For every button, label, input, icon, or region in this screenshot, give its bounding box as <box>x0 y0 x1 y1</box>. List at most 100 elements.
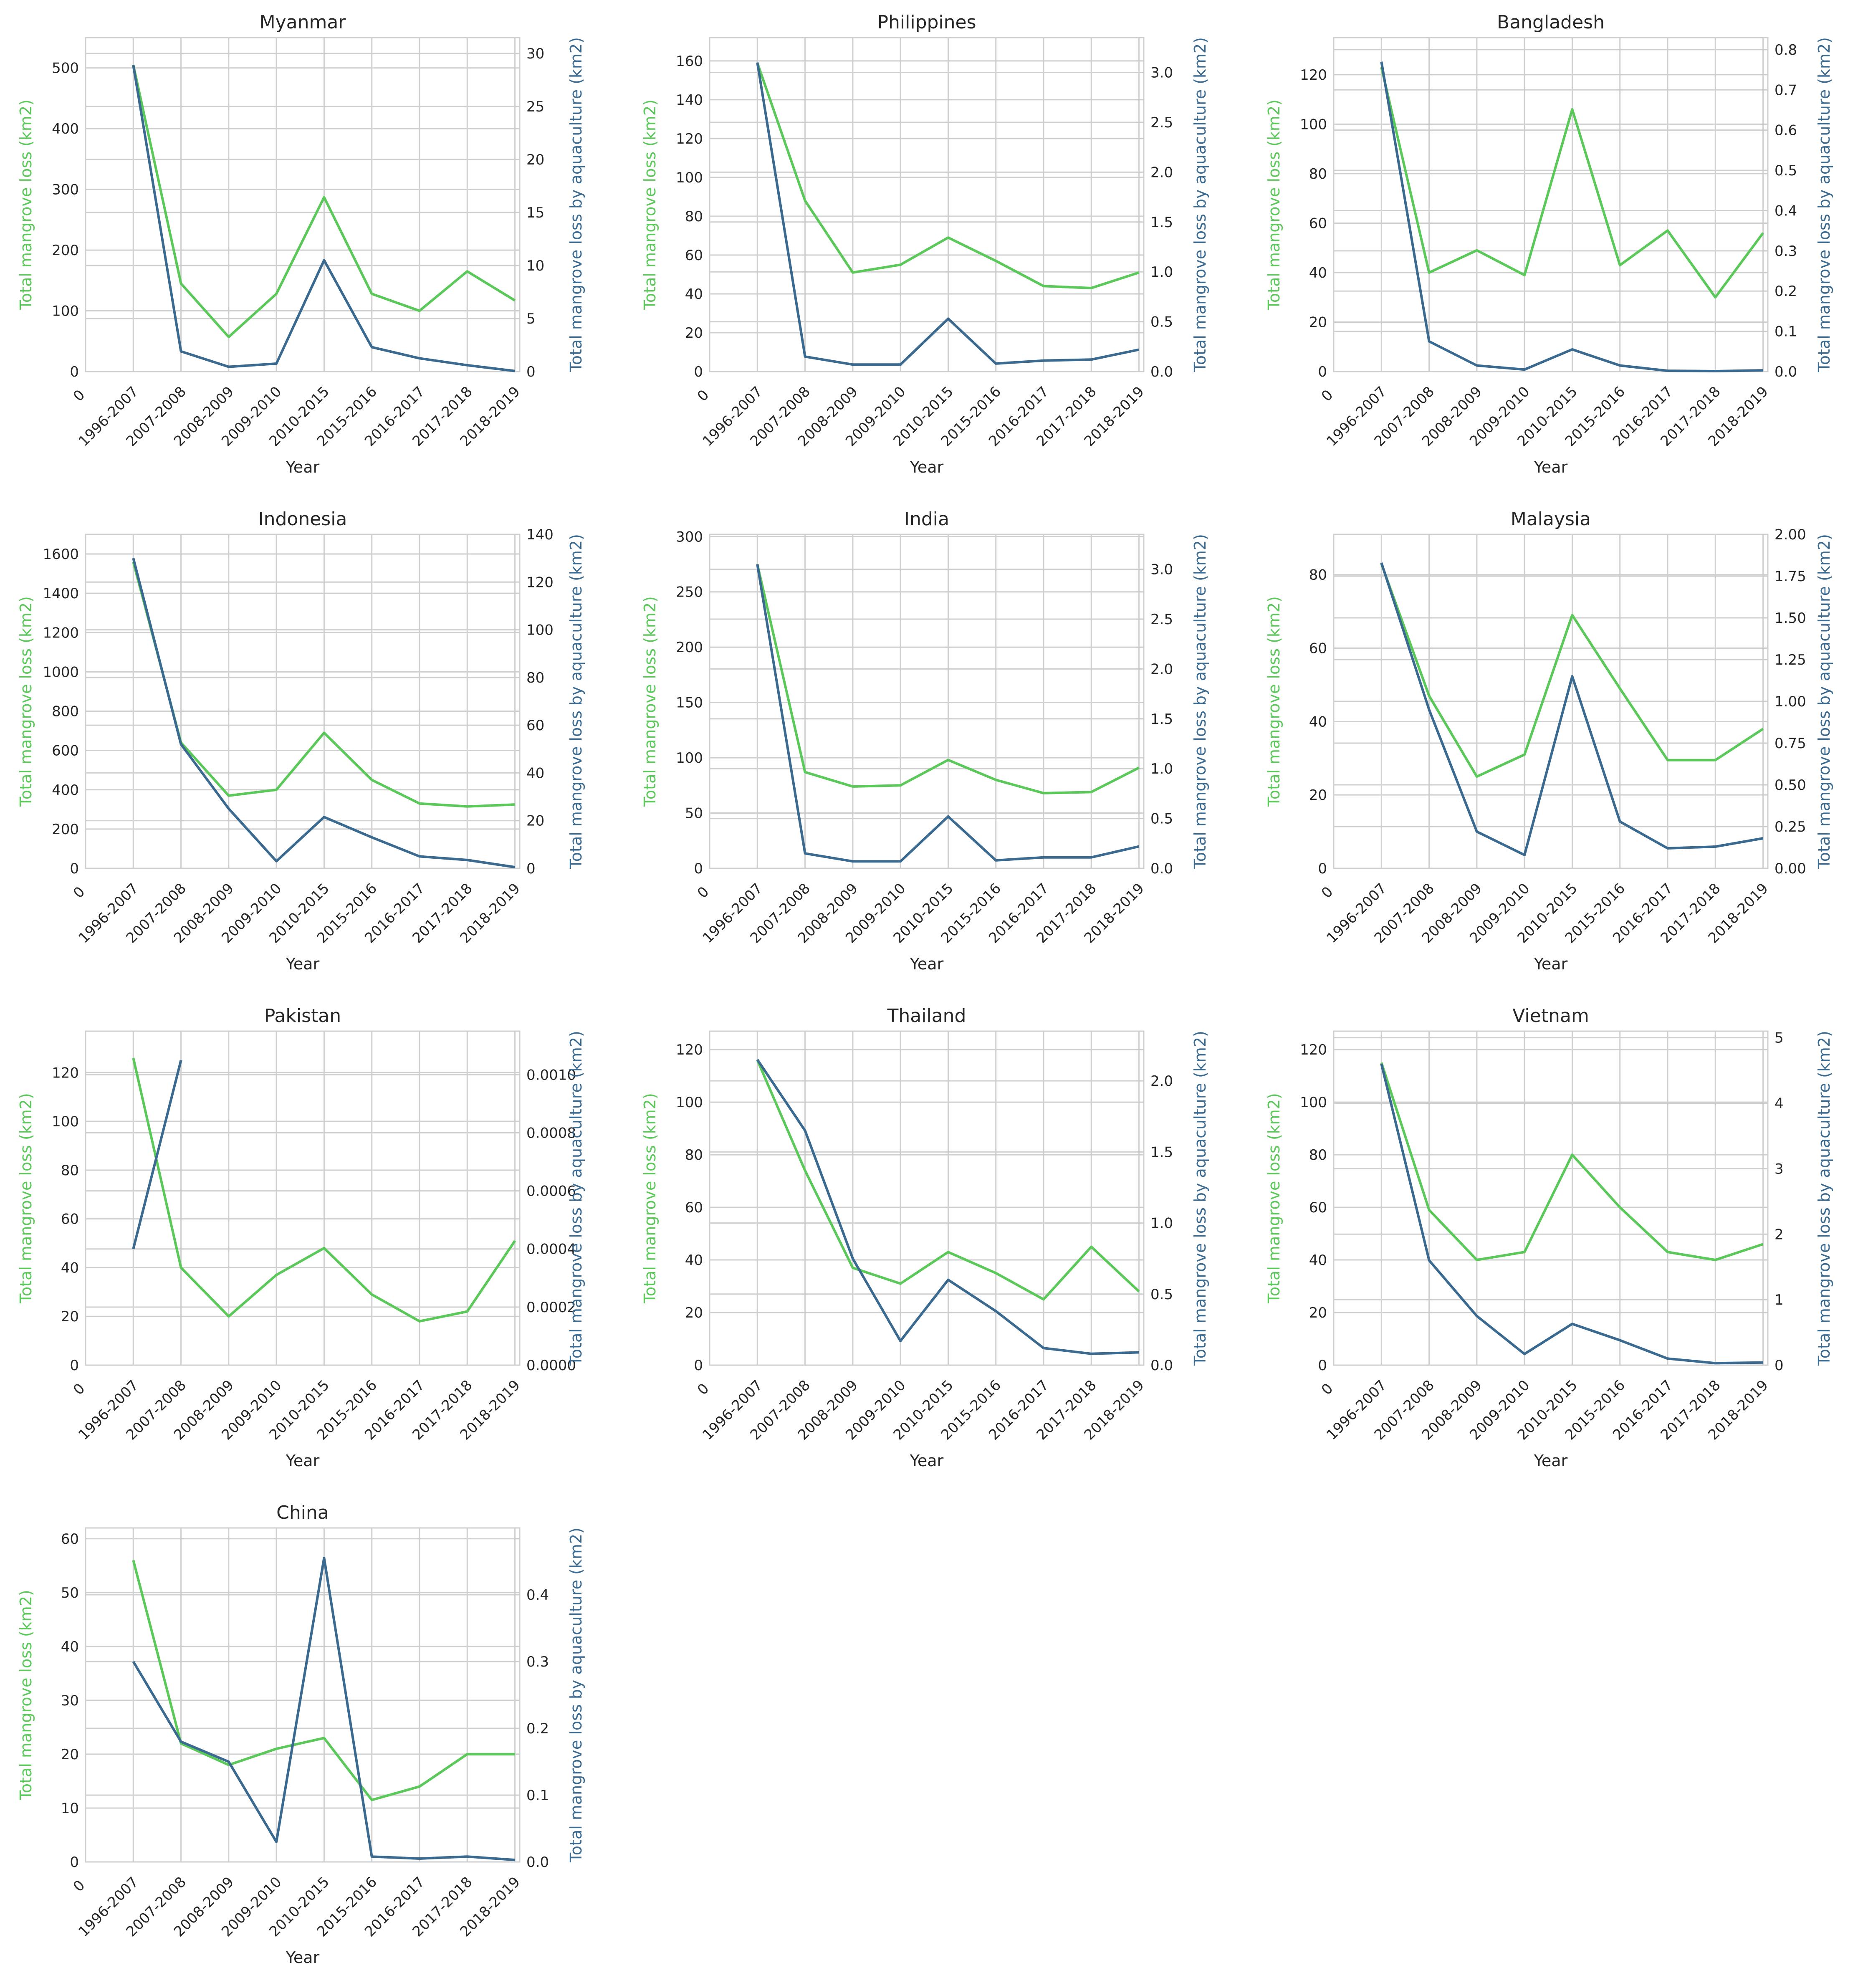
xtick-label: 0 <box>694 387 713 405</box>
ytick-label-left: 120 <box>1300 1042 1327 1058</box>
series-line-total-loss <box>1380 1062 1764 1261</box>
ytick-label-left: 40 <box>61 1639 79 1655</box>
ytick-label-left: 20 <box>61 1746 79 1763</box>
y-axis-label-left: Total mangrove loss (km2) <box>17 596 35 807</box>
ytick-label-left: 50 <box>61 1585 79 1601</box>
ytick-label-right: 1.00 <box>1775 693 1806 710</box>
chart-title: Vietnam <box>1512 1005 1589 1027</box>
ytick-label-left: 120 <box>52 1065 79 1081</box>
chart-title: Philippines <box>877 12 976 33</box>
y-axis-label-right: Total mangrove loss by aquaculture (km2) <box>1815 534 1833 869</box>
plot-frame <box>1333 534 1769 869</box>
ytick-label-right: 0.0000 <box>526 1357 576 1374</box>
ytick-label-left: 100 <box>52 1113 79 1130</box>
ytick-label-left: 160 <box>676 53 703 70</box>
plot-frame <box>85 534 521 869</box>
ytick-label-right: 0.25 <box>1775 819 1806 835</box>
ytick-label-right: 40 <box>526 765 544 782</box>
ytick-label-left: 60 <box>61 1531 79 1548</box>
ytick-label-left: 150 <box>676 695 703 711</box>
ytick-label-right: 0.4 <box>526 1587 549 1604</box>
ytick-label-right: 10 <box>526 258 544 274</box>
ytick-label-left: 60 <box>1309 215 1327 232</box>
ytick-label-right: 20 <box>526 813 544 830</box>
chart-title: Myanmar <box>260 12 346 33</box>
ytick-label-right: 1.0 <box>1150 1215 1173 1232</box>
ytick-label-left: 600 <box>52 743 79 759</box>
chart-philippines: Philippines 0 20 40 60 80 100 120 140 160 0.0 0.5 1.… <box>641 12 1209 476</box>
y-axis-label-right: Total mangrove loss by aquaculture (km2) <box>1815 37 1833 372</box>
x-axis-label: Year <box>286 955 320 973</box>
chart-title: Indonesia <box>258 508 347 530</box>
y-axis-label-left: Total mangrove loss (km2) <box>641 596 659 807</box>
ytick-label-right: 0.5 <box>1150 1286 1173 1303</box>
ytick-label-right: 60 <box>526 717 544 734</box>
x-axis-label: Year <box>910 458 944 476</box>
ytick-label-left: 400 <box>52 782 79 799</box>
ytick-label-left: 40 <box>685 1252 703 1269</box>
xtick-label: 0 <box>70 1877 88 1895</box>
y-axis-label-right: Total mangrove loss by aquaculture (km2) <box>567 1528 585 1863</box>
ytick-label-right: 3 <box>1775 1161 1784 1177</box>
ytick-label-left: 0 <box>70 1854 79 1871</box>
chart-myanmar: Myanmar010020030040050005101520253001996… <box>17 12 585 476</box>
y-axis-label-left: Total mangrove loss (km2) <box>17 99 35 310</box>
ytick-label-right: 0.0 <box>1150 364 1173 380</box>
series-line-aquaculture-loss <box>1380 1063 1763 1365</box>
series-line-total-loss <box>132 64 516 339</box>
ytick-label-right: 0.8 <box>1775 42 1797 58</box>
ytick-label-left: 60 <box>1309 640 1327 657</box>
ytick-label-right: 4 <box>1775 1095 1784 1112</box>
series-line-aquaculture-loss <box>756 62 1140 366</box>
x-axis-label: Year <box>286 458 320 476</box>
ytick-label-left: 100 <box>1300 116 1327 133</box>
plot-frame <box>709 534 1145 869</box>
ytick-label-right: 0.5 <box>1150 314 1173 331</box>
ytick-label-right: 0.0 <box>526 1854 549 1871</box>
xtick-label: 0 <box>70 883 88 902</box>
x-axis-label: Year <box>286 1948 320 1967</box>
ytick-label-right: 0.4 <box>1775 202 1797 219</box>
ytick-label-left: 0 <box>694 860 703 877</box>
series-line-aquaculture-loss <box>1380 562 1764 856</box>
y-axis-label-left: Total mangrove loss (km2) <box>1265 99 1283 310</box>
ytick-label-right: 0.0010 <box>526 1067 576 1083</box>
ytick-label-right: 2.5 <box>1150 611 1173 628</box>
series-line-aquaculture-loss <box>132 1557 515 1862</box>
chart-malaysia: Malaysia 0 20 40 60 80 0.00 0.25 0.50 0.75 1.00 1.2… <box>1265 508 1833 973</box>
ytick-label-right: 0.0006 <box>526 1183 576 1200</box>
plot-frame <box>709 1030 1145 1366</box>
xtick-label: 0 <box>1318 883 1337 902</box>
series-line-aquaculture-loss <box>132 558 516 869</box>
ytick-label-left: 20 <box>1309 787 1327 804</box>
ytick-label-left: 40 <box>1309 265 1327 281</box>
ytick-label-right: 1.75 <box>1775 568 1806 585</box>
chart-title: India <box>904 508 949 530</box>
ytick-label-left: 80 <box>1309 567 1327 584</box>
xtick-label: 0 <box>70 387 88 405</box>
ytick-label-left: 1400 <box>43 585 79 602</box>
ytick-label-left: 60 <box>1309 1199 1327 1216</box>
ytick-label-right: 30 <box>526 46 544 62</box>
ytick-label-left: 0 <box>694 364 703 380</box>
ytick-label-right: 0.1 <box>1775 324 1797 340</box>
ytick-label-right: 0.0002 <box>526 1299 576 1316</box>
chart-title: China <box>276 1502 329 1523</box>
ytick-label-right: 2.0 <box>1150 164 1173 181</box>
ytick-label-right: 5 <box>1775 1030 1784 1047</box>
ytick-label-left: 0 <box>1318 1357 1327 1374</box>
ytick-label-left: 20 <box>1309 314 1327 331</box>
chart-china: China01020304050600.00.10.20.30.401996-2… <box>17 1502 585 1967</box>
ytick-label-left: 60 <box>61 1211 79 1228</box>
y-axis-label-right: Total mangrove loss by aquaculture (km2) <box>567 534 585 869</box>
ytick-label-left: 120 <box>676 131 703 147</box>
ytick-label-left: 140 <box>676 92 703 109</box>
y-axis-label-left: Total mangrove loss (km2) <box>17 1590 35 1801</box>
ytick-label-left: 200 <box>676 639 703 656</box>
ytick-label-right: 0.3 <box>1775 243 1797 260</box>
chart-title: Thailand <box>887 1005 966 1027</box>
series-line-aquaculture-loss <box>1380 61 1763 372</box>
x-axis-label: Year <box>1534 955 1568 973</box>
ytick-label-left: 30 <box>61 1692 79 1709</box>
ytick-label-right: 0.75 <box>1775 735 1806 752</box>
